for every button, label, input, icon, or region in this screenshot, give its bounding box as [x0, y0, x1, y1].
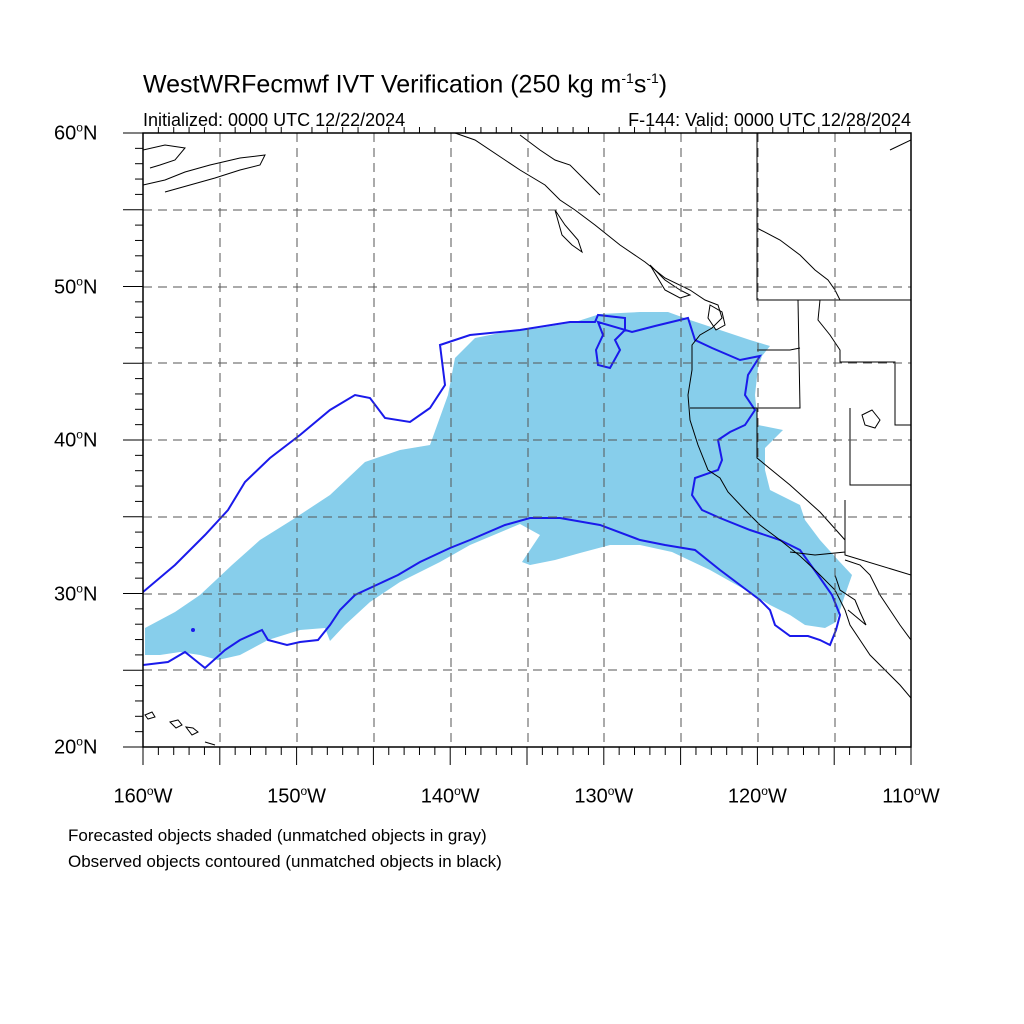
lon-tick-label: 160oW: [113, 784, 173, 808]
lon-tick-label: 130oW: [574, 784, 634, 808]
lon-tick-label: 120oW: [727, 784, 787, 808]
coastline: [143, 133, 911, 746]
map-grid: [143, 133, 911, 747]
lat-tick-label: 60oN: [54, 120, 98, 145]
map-title: WestWRFecmwf IVT Verification (250 kg m-…: [143, 70, 668, 99]
initialized-time: Initialized: 0000 UTC 12/22/2024: [143, 110, 406, 130]
forecast-legend-note: Forecasted objects shaded (unmatched obj…: [68, 826, 487, 845]
lon-tick-label: 150oW: [267, 784, 327, 808]
lat-tick-label: 50oN: [54, 274, 98, 298]
lon-tick-label: 110oW: [882, 784, 940, 808]
lat-tick-label: 20oN: [54, 734, 98, 759]
observed-point: [191, 628, 195, 632]
lat-tick-label: 30oN: [54, 581, 98, 605]
axis-ticks: [123, 127, 912, 765]
observed-legend-note: Observed objects contoured (unmatched ob…: [68, 852, 502, 871]
lat-tick-label: 40oN: [54, 427, 98, 452]
observed-ivt-contour: [143, 313, 842, 670]
valid-time: F-144: Valid: 0000 UTC 12/28/2024: [628, 110, 911, 130]
forecast-ivt-object: [145, 312, 852, 660]
lon-tick-label: 140oW: [420, 784, 480, 808]
